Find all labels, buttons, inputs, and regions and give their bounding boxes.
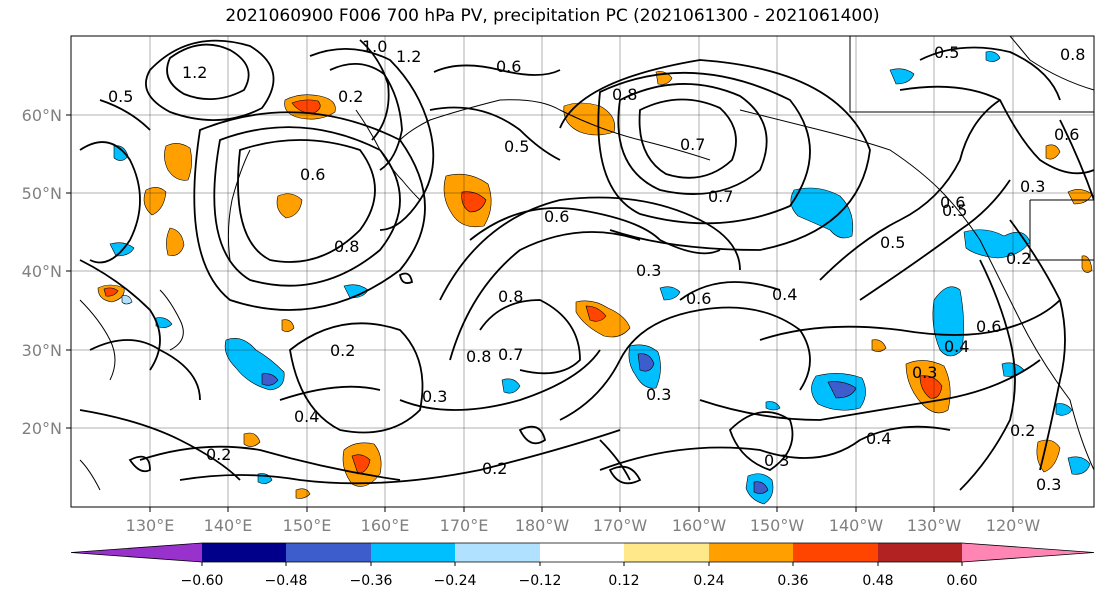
lon-tick-labels: 130°E 140°E 150°E 160°E 170°E 180°W 170°… xyxy=(126,516,1041,535)
colorbar-tick-label: 0.12 xyxy=(608,573,639,589)
lat-tick-label: 60°N xyxy=(22,106,62,125)
contour-label: 0.3 xyxy=(636,261,661,280)
contour-label: 0.3 xyxy=(912,363,937,382)
contour-label: 1.0 xyxy=(362,37,387,56)
graticule xyxy=(66,36,1094,512)
precip-negative-patches xyxy=(109,51,1091,505)
contour-label: 0.8 xyxy=(334,237,359,256)
contour-label: 0.4 xyxy=(772,285,797,304)
precip-positive-patches xyxy=(97,71,1093,499)
colorbar-tick-label: −0.48 xyxy=(265,573,308,589)
contour-label: 1.2 xyxy=(182,63,207,82)
contour-label: 0.4 xyxy=(944,337,969,356)
contour-label: 0.5 xyxy=(934,43,959,62)
contour-label: 0.6 xyxy=(496,57,521,76)
lon-tick-label: 160°W xyxy=(672,516,727,535)
colorbar-extend-low xyxy=(71,543,202,562)
map-frame xyxy=(70,35,1095,508)
colorbar-segment xyxy=(202,543,287,562)
map-title: 2021060900 F006 700 hPa PV, precipitatio… xyxy=(225,6,880,26)
contour-label: 0.7 xyxy=(708,187,733,206)
colorbar-tick-label: −0.60 xyxy=(181,573,224,589)
contour-label: 0.3 xyxy=(646,385,671,404)
colorbar-segment xyxy=(878,543,963,562)
lat-tick-label: 20°N xyxy=(22,419,62,438)
contour-label: 0.2 xyxy=(1010,421,1035,440)
contour-label: 1.2 xyxy=(396,47,421,66)
lon-tick-label: 160°E xyxy=(361,516,410,535)
contour-label: 0.5 xyxy=(880,233,905,252)
pv-contours xyxy=(79,39,1094,491)
lon-tick-label: 130°W xyxy=(907,516,962,535)
colorbar-tick-labels: −0.60 −0.48 −0.36 −0.24 −0.12 0.12 0.24 … xyxy=(181,573,978,589)
contour-label: 0.4 xyxy=(866,429,891,448)
contour-label: 0.6 xyxy=(940,193,965,212)
contour-label: 0.8 xyxy=(466,347,491,366)
contour-label: 0.5 xyxy=(942,201,967,220)
colorbar-segment xyxy=(540,543,625,562)
lon-tick-label: 150°W xyxy=(750,516,805,535)
lon-tick-label: 140°E xyxy=(204,516,253,535)
contour-label: 0.2 xyxy=(330,341,355,360)
colorbar-tick-label: 0.36 xyxy=(777,573,808,589)
contour-label: 0.2 xyxy=(338,87,363,106)
lon-tick-label: 130°E xyxy=(126,516,175,535)
colorbar-tick-label: −0.24 xyxy=(434,573,477,589)
lon-tick-label: 150°E xyxy=(283,516,332,535)
contour-label: 0.2 xyxy=(482,459,507,478)
contour-label: 0.2 xyxy=(1006,249,1031,268)
contour-label: 0.6 xyxy=(976,317,1001,336)
lat-tick-label: 30°N xyxy=(22,341,62,360)
lon-tick-label: 140°W xyxy=(829,516,884,535)
lon-tick-label: 170°W xyxy=(593,516,648,535)
colorbar-tick-label: 0.24 xyxy=(693,573,724,589)
contour-label: 0.8 xyxy=(612,85,637,104)
colorbar-tick-label: −0.36 xyxy=(350,573,393,589)
contour-label: 0.5 xyxy=(108,87,133,106)
contour-label: 0.7 xyxy=(498,345,523,364)
colorbar-segment xyxy=(624,543,710,562)
contour-label: 0.7 xyxy=(680,135,705,154)
lon-tick-label: 170°E xyxy=(440,516,489,535)
contour-label: 0.3 xyxy=(422,387,447,406)
colorbar-extend-high xyxy=(962,543,1094,562)
contour-label: 0.6 xyxy=(300,165,325,184)
contour-label: 0.8 xyxy=(498,287,523,306)
lon-tick-label: 120°W xyxy=(986,516,1041,535)
contour-label: 0.5 xyxy=(504,137,529,156)
colorbar-segment xyxy=(709,543,794,562)
contour-label: 0.8 xyxy=(1060,45,1085,64)
contour-label: 0.2 xyxy=(206,445,231,464)
colorbar-tick-label: 0.48 xyxy=(862,573,893,589)
lat-tick-label: 40°N xyxy=(22,262,62,281)
colorbar-tick-label: −0.12 xyxy=(519,573,562,589)
contour-label: 0.3 xyxy=(1020,177,1045,196)
lon-tick-label: 180°W xyxy=(515,516,570,535)
contour-label: 0.6 xyxy=(686,289,711,308)
contour-label: 0.6 xyxy=(544,207,569,226)
contour-label: 0.3 xyxy=(1036,475,1061,494)
coastlines xyxy=(79,35,1095,491)
colorbar xyxy=(70,542,1095,566)
contour-label: 0.6 xyxy=(1054,125,1079,144)
colorbar-segment xyxy=(286,543,372,562)
contour-label: 0.3 xyxy=(764,451,789,470)
colorbar-segment xyxy=(793,543,879,562)
lat-tick-label: 50°N xyxy=(22,184,62,203)
lat-tick-labels: 60°N 50°N 40°N 30°N 20°N xyxy=(22,106,62,438)
colorbar-tick-label: 0.60 xyxy=(946,573,977,589)
contour-label: 0.4 xyxy=(294,407,319,426)
colorbar-segment xyxy=(371,543,456,562)
colorbar-segment xyxy=(455,543,541,562)
contour-labels: 1.2 0.5 1.0 1.2 0.6 0.2 0.6 0.8 0.7 0.5 … xyxy=(108,37,1085,494)
